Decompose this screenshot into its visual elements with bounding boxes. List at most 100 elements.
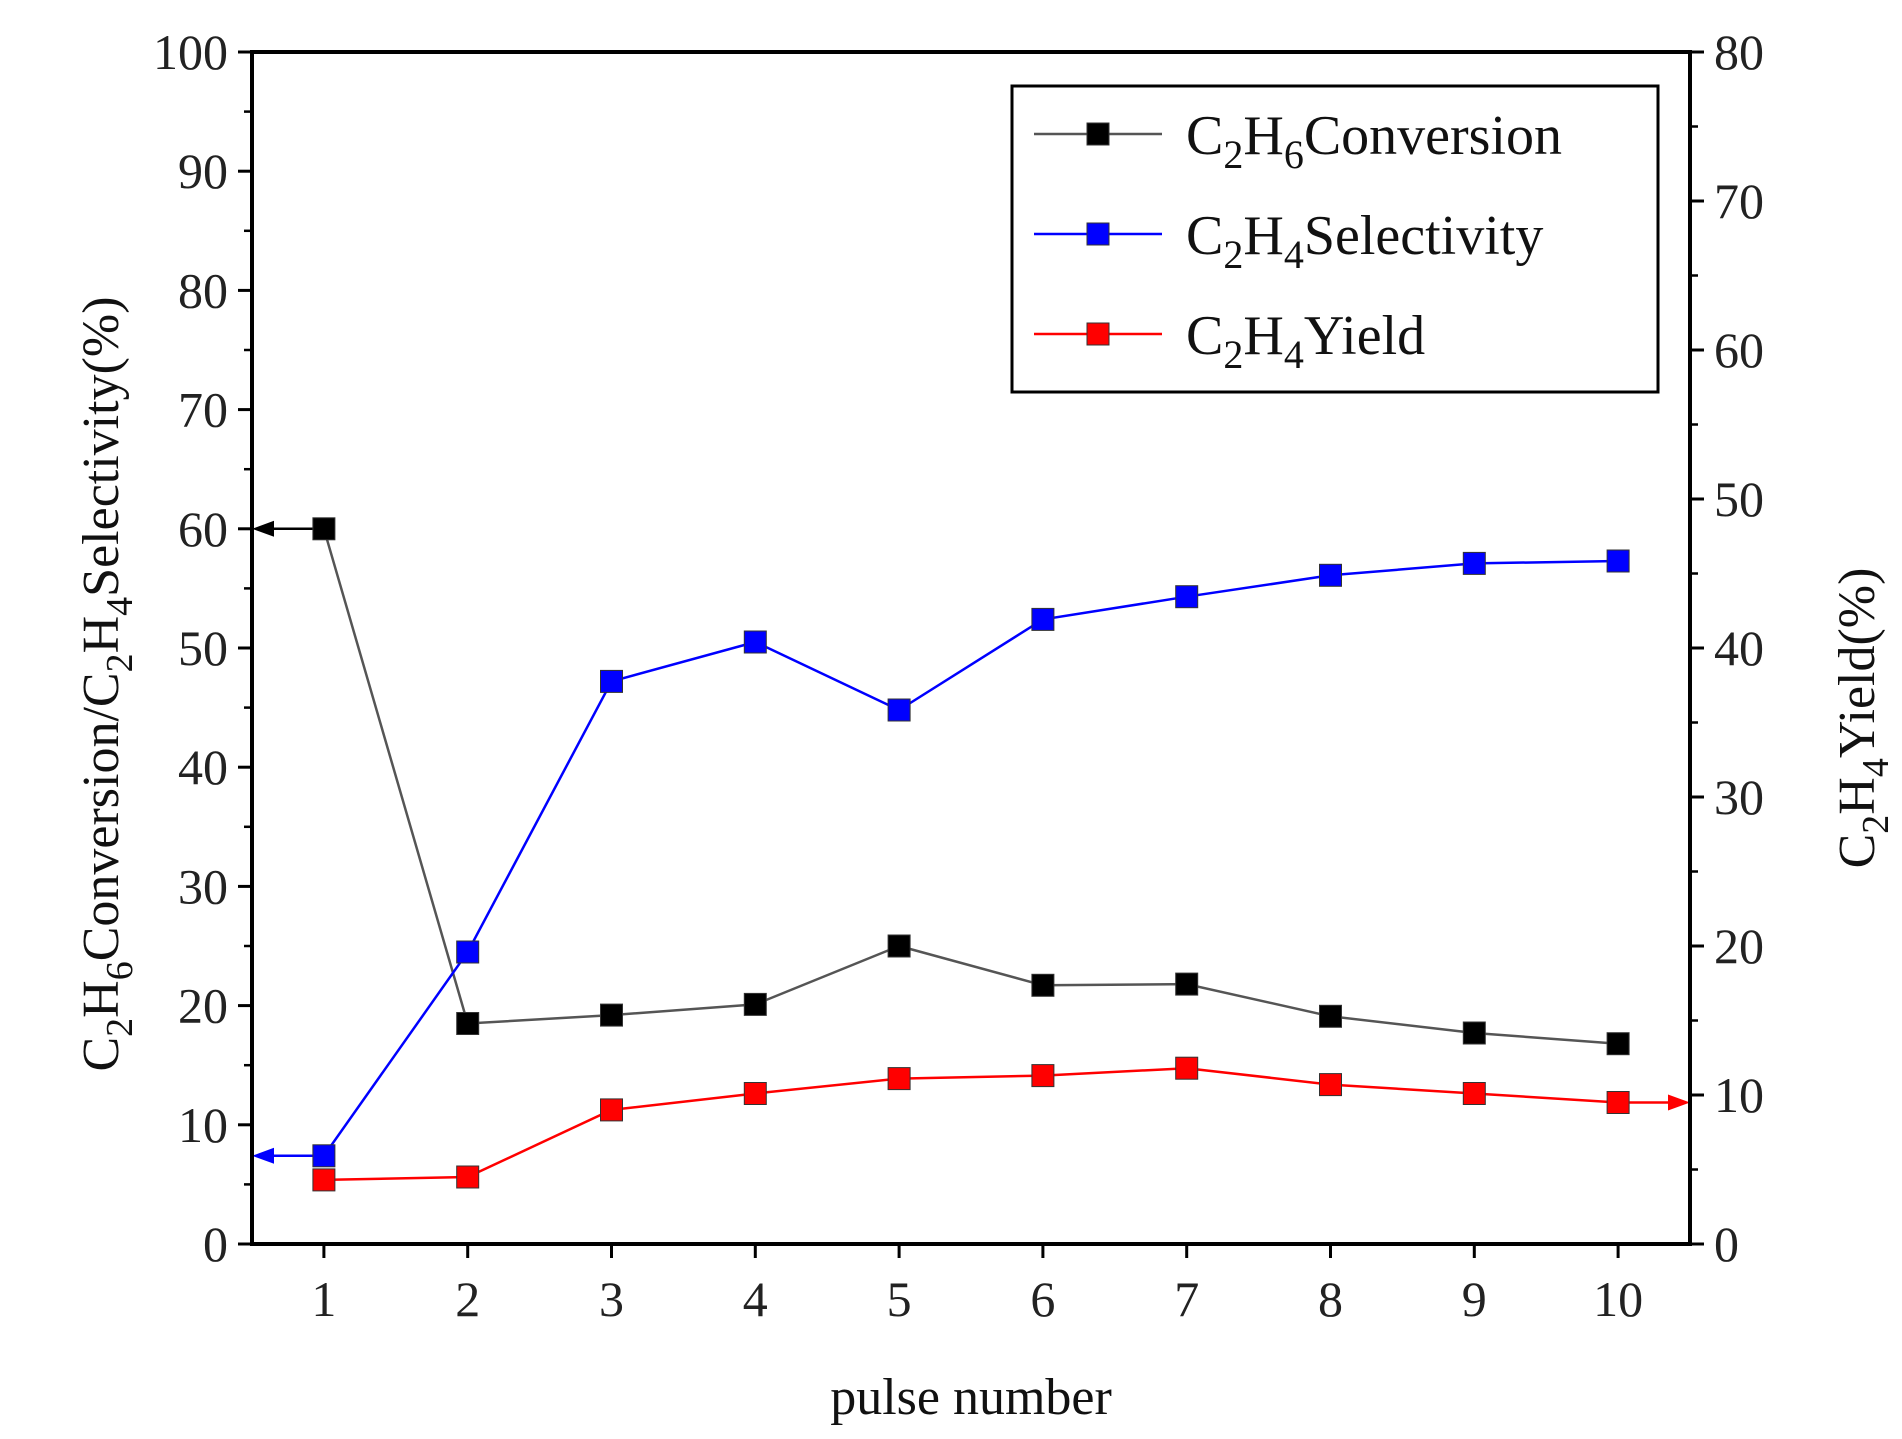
formula-subscript: 2 bbox=[1855, 815, 1897, 834]
right-tick-label: 50 bbox=[1714, 471, 1764, 527]
formula-subscript: 4 bbox=[1284, 332, 1304, 377]
x-tick-label: 8 bbox=[1318, 1271, 1343, 1327]
formula-text: H bbox=[1243, 205, 1283, 267]
formula-subscript: 2 bbox=[99, 1018, 141, 1037]
left-tick-label: 30 bbox=[178, 858, 228, 914]
series-lines bbox=[322, 528, 1619, 1182]
legend-marker bbox=[1086, 122, 1110, 146]
formula-text: H bbox=[1829, 777, 1886, 815]
x-tick-label: 9 bbox=[1462, 1271, 1487, 1327]
series-line-C2H4Selectivity bbox=[322, 559, 1619, 1157]
x-tick-label: 7 bbox=[1174, 1271, 1199, 1327]
formula-text: C bbox=[1186, 105, 1223, 167]
data-point-C2H4Selectivity bbox=[600, 669, 623, 693]
data-point-C2H4Selectivity bbox=[1175, 585, 1199, 609]
right-tick-label: 10 bbox=[1714, 1067, 1764, 1123]
data-point-C2H4Yield bbox=[887, 1067, 911, 1091]
formula-subscript: 4 bbox=[99, 597, 141, 616]
right-tick-label: 40 bbox=[1714, 620, 1764, 676]
data-point-C2H6Conversion bbox=[600, 1003, 623, 1027]
data-point-C2H4Selectivity bbox=[1606, 549, 1630, 573]
right-tick-label: 0 bbox=[1714, 1216, 1739, 1272]
legend-label: C2H4Selectivity bbox=[1186, 205, 1543, 277]
left-tick-label: 70 bbox=[178, 382, 228, 438]
formula-text: Selectivity(%) bbox=[73, 296, 130, 596]
formula-text: Conversion bbox=[1304, 105, 1562, 167]
left-tick-label: 100 bbox=[153, 24, 228, 80]
data-point-C2H4Yield bbox=[1606, 1091, 1630, 1114]
data-point-C2H4Yield bbox=[312, 1168, 336, 1192]
data-point-C2H6Conversion bbox=[1606, 1032, 1630, 1056]
formula-text: Conversion/C bbox=[73, 672, 130, 961]
formula-subscript: 6 bbox=[1284, 132, 1304, 177]
formula-subscript: 2 bbox=[99, 653, 141, 672]
axis-indicator-arrowhead-C2H4Selectivity bbox=[252, 1147, 274, 1164]
axes: 0 10 20 30 40 50 60 70 80 90 100 0 10 20 30 40 50 60 70 80 1… bbox=[73, 24, 1897, 1426]
data-point-C2H6Conversion bbox=[456, 1012, 480, 1035]
data-point-C2H6Conversion bbox=[1462, 1021, 1486, 1045]
legend-label: C2H6Conversion bbox=[1186, 105, 1562, 177]
data-point-C2H4Yield bbox=[743, 1082, 767, 1105]
left-tick-label: 10 bbox=[178, 1097, 228, 1153]
data-point-C2H6Conversion bbox=[312, 517, 336, 541]
right-tick-label: 80 bbox=[1714, 24, 1764, 80]
series-markers bbox=[312, 517, 1630, 1192]
left-tick-label: 20 bbox=[178, 978, 228, 1034]
data-point-C2H6Conversion bbox=[887, 934, 911, 958]
left-tick-label: 40 bbox=[178, 739, 228, 795]
formula-text: H bbox=[73, 980, 130, 1018]
right-axis-title: C2H4Yield(%) bbox=[1829, 568, 1897, 869]
data-point-C2H6Conversion bbox=[1031, 973, 1055, 997]
axis-indicator-arrowhead-C2H6Conversion bbox=[252, 520, 274, 537]
formula-text: H bbox=[1243, 305, 1283, 367]
formula-subscript: 2 bbox=[1223, 332, 1243, 377]
legend-marker bbox=[1086, 322, 1110, 346]
data-point-C2H6Conversion bbox=[1319, 1004, 1342, 1028]
x-tick-label: 5 bbox=[887, 1271, 912, 1327]
left-axis-title: C2H6Conversion/C2H4Selectivity(%) bbox=[73, 296, 141, 1071]
data-point-C2H4Yield bbox=[600, 1098, 623, 1122]
x-tick-label: 2 bbox=[455, 1271, 480, 1327]
data-point-C2H4Yield bbox=[1031, 1064, 1055, 1088]
x-tick-label: 1 bbox=[311, 1271, 336, 1327]
formula-text: H bbox=[73, 616, 130, 654]
data-point-C2H4Yield bbox=[456, 1165, 480, 1189]
formula-text: Yield bbox=[1304, 305, 1425, 367]
x-tick-label: 4 bbox=[743, 1271, 768, 1327]
formula-subscript: 4 bbox=[1855, 758, 1897, 777]
legend-label: C2H4Yield bbox=[1186, 305, 1425, 377]
data-point-C2H6Conversion bbox=[1175, 972, 1199, 996]
data-point-C2H4Yield bbox=[1319, 1073, 1342, 1097]
series-line-C2H4Yield bbox=[323, 1066, 1619, 1182]
right-tick-label: 30 bbox=[1714, 769, 1764, 825]
right-tick-label: 70 bbox=[1714, 173, 1764, 229]
x-tick-label: 3 bbox=[599, 1271, 624, 1327]
left-tick-label: 80 bbox=[178, 262, 228, 318]
data-point-C2H4Selectivity bbox=[1462, 551, 1486, 575]
data-point-C2H4Selectivity bbox=[1031, 607, 1055, 631]
legend-box bbox=[1010, 84, 1660, 394]
axis-indicator-arrowhead-C2H4Yield bbox=[1668, 1094, 1690, 1111]
data-point-C2H4Selectivity bbox=[887, 698, 911, 722]
x-axis-title: pulse number bbox=[830, 1369, 1112, 1426]
formula-text: C bbox=[1829, 834, 1886, 869]
x-tick-label: 10 bbox=[1593, 1271, 1643, 1327]
formula-text: C bbox=[1186, 305, 1223, 367]
formula-text: Selectivity bbox=[1304, 205, 1544, 267]
left-tick-label: 0 bbox=[203, 1216, 228, 1272]
formula-text: H bbox=[1243, 105, 1283, 167]
data-point-C2H4Selectivity bbox=[1319, 563, 1342, 587]
formula-text: C bbox=[73, 1037, 130, 1072]
left-tick-label: 50 bbox=[178, 620, 228, 676]
left-tick-label: 60 bbox=[178, 501, 228, 557]
left-tick-label: 90 bbox=[178, 143, 228, 199]
series-line-C2H6Conversion bbox=[322, 528, 1619, 1045]
legend-item-C2H6Conversion: C2H6Conversion bbox=[1034, 105, 1562, 177]
right-tick-label: 20 bbox=[1714, 918, 1764, 974]
data-point-C2H4Selectivity bbox=[456, 940, 480, 964]
formula-subscript: 4 bbox=[1284, 232, 1304, 277]
legend-marker bbox=[1086, 222, 1110, 246]
formula-subscript: 2 bbox=[1223, 132, 1243, 177]
